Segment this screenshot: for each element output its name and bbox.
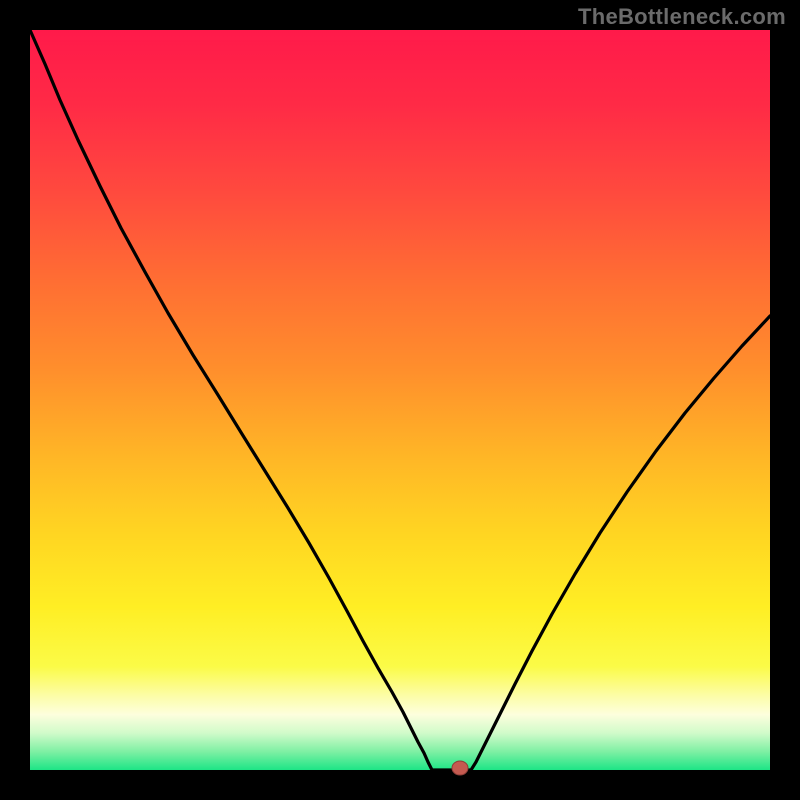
optimal-point-marker xyxy=(452,761,468,775)
plot-background xyxy=(30,30,770,770)
bottleneck-chart xyxy=(0,0,800,800)
chart-container: { "watermark": "TheBottleneck.com", "cha… xyxy=(0,0,800,800)
watermark-label: TheBottleneck.com xyxy=(578,4,786,30)
